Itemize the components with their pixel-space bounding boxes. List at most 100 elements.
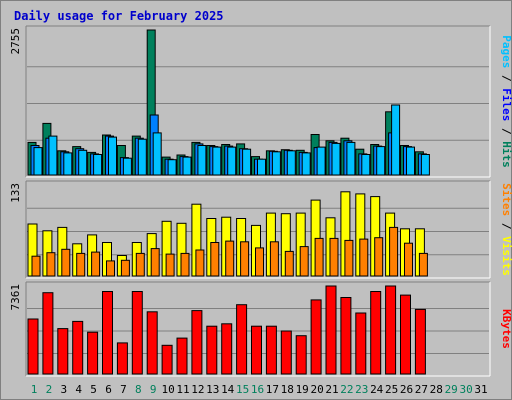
bar-kbytes <box>385 285 397 375</box>
bar-pages <box>78 149 88 176</box>
x-tick-label: 3 <box>60 383 67 396</box>
x-tick-label: 18 <box>281 383 294 396</box>
bar-pages <box>331 142 341 176</box>
bar-kbytes <box>236 304 248 375</box>
x-tick-label: 16 <box>251 383 264 396</box>
bar-sites <box>76 252 86 277</box>
x-tick-label: 15 <box>236 383 249 396</box>
x-tick-label: 2 <box>46 383 53 396</box>
bar-pages <box>48 135 58 176</box>
bar-kbytes <box>42 292 54 375</box>
bar-sites <box>106 260 115 277</box>
bar-sites <box>374 237 384 277</box>
bar-sites <box>150 248 160 277</box>
bar-pages <box>137 138 147 176</box>
bar-sites <box>61 248 71 277</box>
legend-part: / <box>500 121 512 141</box>
bar-sites <box>240 241 250 277</box>
bar-pages <box>108 136 117 176</box>
bar-sites <box>269 241 279 277</box>
bar-pages <box>301 152 311 176</box>
x-tick-label: 23 <box>355 383 368 396</box>
bar-kbytes <box>161 344 173 375</box>
x-tick-label: 29 <box>445 383 458 396</box>
x-tick-label: 19 <box>296 383 309 396</box>
legend-part: / <box>500 216 512 236</box>
bar-pages <box>63 152 73 176</box>
x-tick-label: 17 <box>266 383 279 396</box>
bar-kbytes <box>176 337 188 375</box>
bar-sites <box>314 237 324 277</box>
bar-sites <box>210 242 220 277</box>
y-axis-max-label: 2755 <box>9 28 22 55</box>
bar-pages <box>406 146 415 176</box>
series-legend-label: KBytes <box>500 309 512 349</box>
bar-pages <box>212 146 222 176</box>
bar-pages <box>152 132 162 176</box>
x-tick-label: 30 <box>459 383 472 396</box>
chart-title: Daily usage for February 2025 <box>14 9 224 23</box>
bar-kbytes <box>206 325 218 375</box>
bar-sites <box>91 251 101 277</box>
series-legend-label: Pages / Files / Hits <box>500 35 512 168</box>
x-tick-label: 13 <box>206 383 219 396</box>
bar-sites <box>195 249 205 277</box>
x-tick-label: 22 <box>340 383 353 396</box>
x-tick-label: 10 <box>161 383 174 396</box>
x-tick-label: 26 <box>400 383 413 396</box>
bar-kbytes <box>414 308 426 375</box>
x-tick-label: 20 <box>310 383 323 396</box>
bar-pages <box>286 150 296 176</box>
bar-pages <box>182 156 192 176</box>
bar-kbytes <box>265 325 277 375</box>
x-tick-label: 6 <box>105 383 112 396</box>
legend-part: Hits <box>500 141 512 168</box>
bar-kbytes <box>57 328 69 375</box>
bar-sites <box>284 250 294 277</box>
bar-pages <box>33 147 43 176</box>
bar-pages <box>361 154 371 176</box>
bar-kbytes <box>131 291 143 375</box>
x-tick-label: 9 <box>150 383 157 396</box>
bar-sites <box>255 247 264 277</box>
bar-sites <box>418 252 428 277</box>
bar-pages <box>271 151 281 176</box>
bar-pages <box>197 145 207 176</box>
bar-kbytes <box>146 311 158 375</box>
y-axis-max-label: 133 <box>9 183 22 203</box>
bar-sites <box>165 253 175 277</box>
x-tick-label: 5 <box>90 383 97 396</box>
bar-pages <box>376 146 386 176</box>
bar-kbytes <box>370 291 382 375</box>
x-tick-label: 21 <box>325 383 338 396</box>
bar-sites <box>389 226 399 277</box>
bar-kbytes <box>355 312 367 375</box>
bar-kbytes <box>87 331 99 375</box>
bar-pages <box>167 159 177 176</box>
x-tick-label: 4 <box>75 383 82 396</box>
bar-sites <box>344 239 354 277</box>
bar-sites <box>225 240 235 277</box>
bar-pages <box>391 104 401 176</box>
x-tick-label: 31 <box>474 383 487 396</box>
legend-part: Sites <box>500 183 512 216</box>
x-tick-label: 24 <box>370 383 384 396</box>
legend-part: Files <box>500 88 512 121</box>
bar-sites <box>359 238 369 277</box>
bar-pages <box>316 146 326 176</box>
bar-kbytes <box>251 325 262 375</box>
x-tick-label: 7 <box>120 383 127 396</box>
x-tick-label: 28 <box>430 383 443 396</box>
x-tick-label: 1 <box>31 383 38 396</box>
bar-pages <box>242 148 252 176</box>
legend-part: Pages <box>500 35 512 68</box>
bar-pages <box>122 157 132 176</box>
bar-kbytes <box>400 294 411 375</box>
series-legend-label: Sites / Visits <box>500 183 512 276</box>
bar-kbytes <box>72 320 84 375</box>
x-tick-label: 25 <box>385 383 398 396</box>
bar-pages <box>227 146 237 176</box>
x-tick-label: 11 <box>176 383 189 396</box>
bar-kbytes <box>27 318 39 375</box>
bar-kbytes <box>280 330 292 375</box>
